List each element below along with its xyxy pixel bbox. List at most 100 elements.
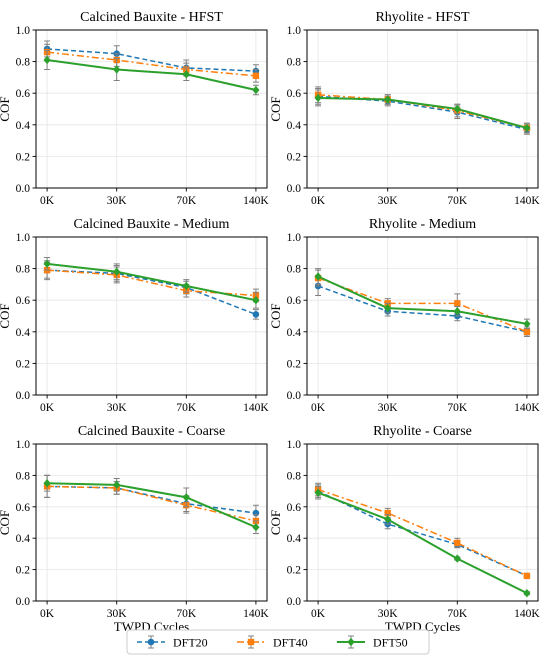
series-line	[47, 269, 257, 316]
subplot-3: 0.0 0.2 0.4 0.6 0.8 1.0 0K 30K 70K 140K Calcined B…	[0, 217, 269, 414]
data-point	[384, 95, 392, 104]
subplot-2: 0.0 0.2 0.4 0.6 0.8 1.0 0K 30K 70K 140K Rhyolite -…	[268, 10, 540, 207]
data-point	[453, 307, 461, 316]
series-dft20	[314, 276, 531, 336]
y-tick-label: 0.2	[287, 565, 302, 577]
series-line	[317, 275, 528, 325]
axes-frame	[35, 236, 268, 396]
x-tick-label: 70K	[447, 195, 468, 207]
y-axis-label: COF	[268, 96, 283, 121]
series-dft40	[314, 86, 531, 134]
series-line	[47, 482, 257, 529]
y-tick-label: 0.4	[287, 533, 302, 545]
y-tick-label: 0.4	[287, 327, 302, 339]
y-axis-label: COF	[0, 510, 12, 535]
data-point	[113, 267, 121, 276]
series-dft20	[314, 87, 531, 135]
subplot-4: 0.0 0.2 0.4 0.6 0.8 1.0 0K 30K 70K 140K Rhyolite -…	[268, 217, 540, 414]
x-tick-label: 30K	[378, 402, 399, 414]
y-tick-label: 0.4	[16, 327, 31, 339]
subplot-title: Rhyolite - HFST	[375, 10, 470, 25]
x-tick-label: 70K	[176, 608, 197, 620]
x-tick-label: 140K	[514, 195, 540, 207]
y-tick-label: 0.0	[16, 596, 31, 608]
y-tick-label: 1.0	[16, 232, 31, 244]
y-tick-label: 1.0	[16, 439, 31, 451]
y-tick-label: 0.0	[287, 390, 302, 402]
subplot-1: 0.0 0.2 0.4 0.6 0.8 1.0 0K 30K 70K 140K Calcined B…	[0, 10, 269, 207]
y-tick-label: 0.8	[287, 470, 302, 482]
y-axis-label: COF	[268, 303, 283, 328]
data-point	[252, 85, 260, 95]
y-tick-label: 0.2	[16, 565, 31, 577]
x-tick-label: 0K	[40, 195, 55, 207]
data-point	[523, 319, 531, 329]
series-dft40	[314, 482, 531, 580]
axes-frame	[35, 443, 268, 602]
series-dft50	[43, 257, 260, 309]
legend: DFT20 DFT40 DFT50	[126, 629, 430, 655]
series-line	[47, 51, 256, 77]
y-tick-label: 0.6	[287, 502, 302, 514]
legend-label: DFT50	[373, 636, 408, 650]
y-tick-label: 1.0	[16, 25, 31, 37]
x-tick-label: 0K	[311, 195, 326, 207]
data-point	[182, 70, 190, 79]
x-tick-label: 30K	[107, 608, 128, 620]
data-point	[454, 300, 461, 307]
y-tick-label: 0.6	[287, 88, 302, 100]
subplot-title: Rhyolite - Coarse	[373, 424, 472, 439]
data-point	[384, 509, 391, 517]
legend-label: DFT20	[173, 636, 208, 650]
y-tick-label: 0.4	[16, 533, 31, 545]
y-tick-label: 0.2	[16, 358, 31, 370]
data-point	[384, 515, 392, 524]
legend-entry-dft40: DFT40	[237, 635, 308, 650]
data-point	[523, 123, 531, 133]
y-tick-label: 0.2	[16, 151, 31, 163]
series-dft50	[314, 89, 531, 134]
data-point	[523, 328, 531, 335]
x-tick-label: 70K	[447, 402, 468, 414]
x-tick-label: 0K	[40, 402, 55, 414]
x-tick-label: 140K	[243, 402, 269, 414]
y-tick-label: 0.6	[16, 88, 31, 100]
series-line	[317, 488, 528, 577]
data-point	[384, 303, 392, 313]
x-tick-label: 140K	[243, 608, 269, 620]
data-point	[252, 311, 260, 318]
data-point	[252, 296, 260, 305]
x-tick-label: 70K	[176, 195, 197, 207]
x-tick-label: 30K	[378, 608, 399, 620]
y-tick-label: 1.0	[287, 25, 302, 37]
y-tick-label: 0.0	[287, 596, 302, 608]
data-point	[113, 65, 121, 74]
y-tick-label: 1.0	[287, 232, 302, 244]
series-line	[47, 48, 256, 72]
y-tick-label: 0.0	[287, 183, 302, 195]
legend-marker	[347, 637, 355, 647]
legend-entry-dft50: DFT50	[337, 635, 408, 650]
data-point	[523, 588, 531, 598]
subplot-title: Calcined Bauxite - HFST	[80, 10, 223, 25]
y-tick-label: 0.4	[287, 120, 302, 132]
data-point	[252, 72, 260, 80]
x-tick-label: 140K	[514, 608, 540, 620]
series-dft40	[314, 269, 531, 338]
data-point	[314, 488, 322, 497]
subplot-title: Calcined Bauxite - Coarse	[78, 424, 225, 439]
x-tick-label: 0K	[311, 608, 326, 620]
x-tick-label: 30K	[378, 195, 399, 207]
y-tick-label: 0.8	[287, 57, 302, 69]
series-line	[317, 285, 528, 333]
legend-entry-dft20: DFT20	[137, 635, 208, 650]
series-line	[47, 269, 256, 297]
series-line	[47, 485, 257, 522]
y-tick-label: 1.0	[287, 439, 302, 451]
series-line	[46, 262, 257, 302]
series-dft50	[314, 485, 531, 598]
y-axis-label: COF	[268, 510, 283, 535]
data-point	[314, 272, 322, 281]
y-tick-label: 0.8	[287, 264, 302, 276]
